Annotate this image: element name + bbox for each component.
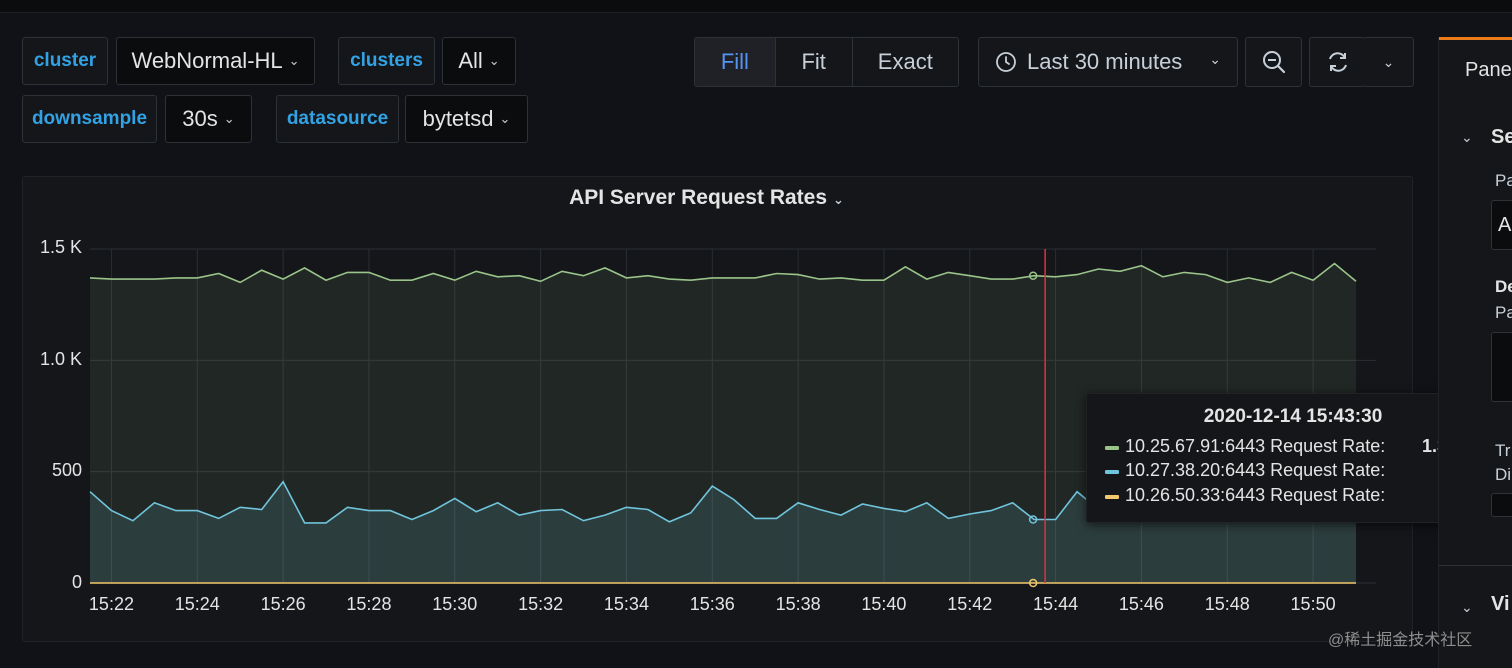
clock-icon	[996, 52, 1016, 72]
x-tick-label: 15:38	[775, 594, 821, 614]
zoom-out-button[interactable]	[1245, 37, 1302, 87]
x-tick-label: 15:40	[861, 594, 907, 614]
y-tick-label: 1.0 K	[39, 349, 82, 369]
refresh-interval-dropdown[interactable]: ⌄	[1364, 37, 1414, 87]
y-tick-label: 0	[71, 572, 82, 592]
var-label-clusters: clusters	[338, 37, 435, 85]
y-tick-label: 500	[51, 460, 82, 480]
chevron-down-icon[interactable]: ⌄	[1461, 599, 1473, 615]
x-tick-label: 15:50	[1290, 594, 1336, 614]
toggle-switch[interactable]	[1491, 493, 1512, 517]
refresh-icon	[1328, 52, 1347, 72]
panel-title-input[interactable]: A	[1491, 200, 1512, 250]
var-value-downsample: 30s	[182, 106, 218, 131]
field-label: Tr	[1495, 441, 1511, 460]
chevron-down-icon: ⌄	[223, 111, 235, 126]
x-tick-label: 15:28	[346, 594, 392, 614]
var-select-datasource[interactable]: bytetsd ⌄	[405, 95, 528, 143]
tab-panel[interactable]: Pane	[1465, 59, 1512, 81]
x-tick-label: 15:30	[432, 594, 478, 614]
x-tick-label: 15:24	[174, 594, 220, 614]
active-tab-indicator	[1439, 37, 1512, 40]
tooltip-row: 10.27.38.20:6443 Request Rate: 285	[1105, 460, 1485, 482]
var-select-cluster[interactable]: WebNormal-HL ⌄	[116, 37, 315, 85]
section-divider	[1439, 565, 1512, 566]
tooltip-row: 10.26.50.33:6443 Request Rate: 0	[1105, 485, 1485, 507]
x-tick-label: 15:48	[1204, 594, 1250, 614]
var-value-clusters: All	[458, 48, 483, 73]
time-range-label: Last 30 minutes	[1027, 49, 1183, 74]
field-label: Di	[1495, 465, 1512, 484]
chevron-down-icon[interactable]: ⌄	[1461, 129, 1473, 145]
panel-title[interactable]: API Server Request Rates ⌄	[0, 186, 1413, 210]
y-tick-label: 1.5 K	[39, 237, 82, 257]
fit-mode-group: Fill Fit Exact	[694, 37, 959, 87]
panel-options-sidebar: Pane ⌄ Se Pa A De Pa Tr Di ⌄ Vi	[1438, 37, 1512, 668]
section-settings-header[interactable]: Se	[1491, 126, 1512, 148]
graph-tooltip: 2020-12-14 15:43:30 10.25.67.91:6443 Req…	[1086, 393, 1491, 523]
var-value-cluster: WebNormal-HL	[131, 48, 283, 73]
chevron-down-icon: ⌄	[499, 111, 511, 126]
fit-button[interactable]: Fit	[775, 38, 853, 86]
panel-title-text: API Server Request Rates	[569, 186, 828, 209]
tooltip-series-name: 10.26.50.33:6443 Request Rate:	[1125, 485, 1386, 505]
legend-swatch	[1105, 495, 1119, 499]
x-tick-label: 15:46	[1118, 594, 1164, 614]
tooltip-series-name: 10.27.38.20:6443 Request Rate:	[1125, 460, 1386, 480]
chevron-down-icon: ⌄	[1382, 53, 1395, 70]
chevron-down-icon: ⌄	[833, 192, 844, 207]
x-tick-label: 15:26	[260, 594, 306, 614]
input-value: A	[1498, 214, 1512, 236]
field-hint: Pa	[1495, 303, 1512, 322]
chevron-down-icon: ⌄	[488, 53, 500, 68]
var-select-clusters[interactable]: All ⌄	[442, 37, 516, 85]
x-tick-label: 15:36	[689, 594, 735, 614]
time-picker-button[interactable]: Last 30 minutes ⌄	[978, 37, 1238, 87]
watermark: @稀土掘金技术社区	[1328, 632, 1473, 649]
top-nav-bar	[0, 0, 1512, 13]
x-tick-label: 15:22	[88, 594, 134, 614]
refresh-button[interactable]	[1309, 37, 1366, 87]
var-label-cluster: cluster	[22, 37, 108, 85]
fill-button[interactable]: Fill	[695, 38, 776, 86]
var-label-downsample: downsample	[22, 95, 157, 143]
var-value-datasource: bytetsd	[422, 106, 494, 131]
chevron-down-icon: ⌄	[288, 53, 300, 68]
section-visualization-header[interactable]: Vi	[1491, 593, 1510, 615]
zoom-out-icon	[1262, 51, 1285, 74]
chevron-down-icon: ⌄	[1209, 51, 1221, 67]
field-label: Pa	[1495, 171, 1512, 190]
legend-swatch	[1105, 470, 1119, 474]
exact-button[interactable]: Exact	[852, 38, 958, 86]
tooltip-row: 10.25.67.91:6443 Request Rate: 1.380 K	[1105, 436, 1485, 458]
x-tick-label: 15:44	[1033, 594, 1079, 614]
field-label: De	[1495, 277, 1512, 296]
x-tick-label: 15:34	[603, 594, 649, 614]
var-label-datasource: datasource	[276, 95, 399, 143]
description-textarea[interactable]	[1491, 332, 1512, 402]
legend-swatch	[1105, 446, 1119, 450]
tooltip-series-name: 10.25.67.91:6443 Request Rate:	[1125, 436, 1386, 456]
tooltip-time: 2020-12-14 15:43:30	[1203, 406, 1383, 427]
x-tick-label: 15:32	[518, 594, 564, 614]
var-select-downsample[interactable]: 30s ⌄	[165, 95, 252, 143]
x-tick-label: 15:42	[947, 594, 993, 614]
